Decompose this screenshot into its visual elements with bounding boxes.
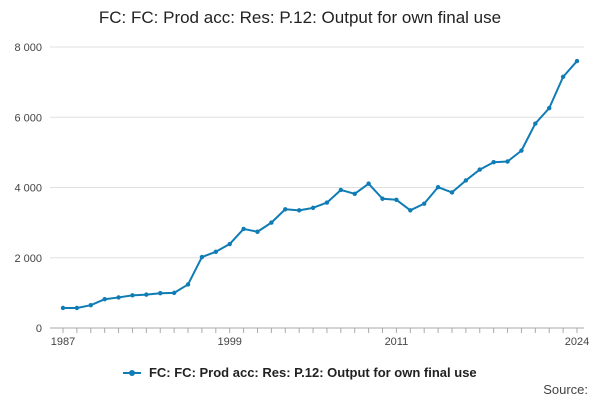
data-point[interactable] xyxy=(366,181,371,186)
data-point[interactable] xyxy=(547,105,552,111)
data-point[interactable] xyxy=(352,191,357,197)
data-point[interactable] xyxy=(185,282,191,287)
data-point[interactable] xyxy=(199,254,205,260)
data-point[interactable] xyxy=(60,305,66,311)
y-tick-label: 6 000 xyxy=(14,112,42,124)
series-layer xyxy=(60,58,580,311)
y-tick-label: 8 000 xyxy=(14,42,42,54)
x-tick-label: 1987 xyxy=(51,336,75,348)
data-point[interactable] xyxy=(533,121,538,126)
data-point[interactable] xyxy=(241,226,246,232)
data-point[interactable] xyxy=(477,167,482,172)
data-point[interactable] xyxy=(449,190,455,195)
legend-label: FC: FC: Prod acc: Res: P.12: Output for … xyxy=(148,365,477,381)
y-tick-label: 4 000 xyxy=(14,183,42,195)
data-point[interactable] xyxy=(296,208,302,213)
x-tick-label: 2024 xyxy=(565,336,589,348)
source-label: Source: xyxy=(543,382,588,397)
data-point[interactable] xyxy=(380,196,385,201)
data-point[interactable] xyxy=(255,229,260,234)
data-point[interactable] xyxy=(116,295,121,300)
legend-dot-icon xyxy=(129,369,136,376)
data-point[interactable] xyxy=(171,290,177,296)
data-point[interactable] xyxy=(491,160,496,165)
grid-layer xyxy=(50,46,584,259)
x-tick-label: 2011 xyxy=(385,336,409,348)
data-point[interactable] xyxy=(338,187,344,193)
data-point[interactable] xyxy=(519,148,524,153)
data-point[interactable] xyxy=(324,200,330,205)
data-point[interactable] xyxy=(213,249,219,254)
data-point[interactable] xyxy=(269,220,274,225)
data-point[interactable] xyxy=(102,296,107,302)
legend[interactable]: FC: FC: Prod acc: Res: P.12: Output for … xyxy=(0,364,600,380)
axis-layer: 0 2 000 4 000 6 000 8 000 1987 1999 2011 2024 xyxy=(14,42,589,348)
y-tick-label: 2 000 xyxy=(14,253,42,265)
y-tick-label: 0 xyxy=(36,323,42,335)
data-point[interactable] xyxy=(408,208,413,213)
data-point[interactable] xyxy=(421,201,427,206)
data-point[interactable] xyxy=(227,241,232,247)
data-point[interactable] xyxy=(574,58,580,64)
legend-swatch xyxy=(123,368,142,378)
data-point[interactable] xyxy=(310,205,316,211)
data-point[interactable] xyxy=(560,74,566,80)
series-line xyxy=(63,60,578,309)
data-point[interactable] xyxy=(394,197,399,202)
data-point[interactable] xyxy=(505,159,510,164)
data-point[interactable] xyxy=(144,292,149,297)
data-point[interactable] xyxy=(463,178,469,183)
chart-title: FC: FC: Prod acc: Res: P.12: Output for … xyxy=(98,8,502,27)
data-point[interactable] xyxy=(435,184,441,190)
data-point[interactable] xyxy=(158,291,163,296)
data-point[interactable] xyxy=(283,207,288,212)
data-point[interactable] xyxy=(74,305,80,311)
x-tick-label: 1999 xyxy=(217,336,241,348)
data-point[interactable] xyxy=(88,302,93,308)
data-point[interactable] xyxy=(130,293,135,298)
